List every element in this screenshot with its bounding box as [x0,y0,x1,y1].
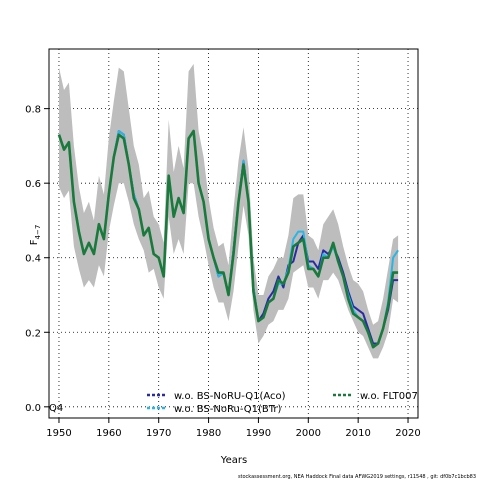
x-tick-label: 1980 [196,428,221,439]
legend-label-2: w.o. BS-NoRu-Q1(BTr) [174,404,282,415]
y-tick-label: 0.8 [25,105,41,116]
corner-label: Q4 [49,403,63,414]
y-tick-label: 0.6 [25,179,41,190]
x-tick-label: 2020 [395,428,420,439]
y-axis-label-main: F [29,239,40,245]
confidence-band [59,63,399,359]
y-axis-label-subscript: 4−7 [34,225,42,240]
legend-label-3: w.o. FLT007 [360,391,418,402]
series-lines [57,129,399,349]
x-tick-label: 1960 [96,428,121,439]
x-tick-label: 1990 [246,428,271,439]
y-axis-label: F4−7 [29,225,42,246]
plot-frame [48,48,419,419]
series-line-3 [57,129,399,349]
y-tick-label: 0.2 [25,328,41,339]
legend-label-1: w.o. BS-NoRU-Q1(Aco) [174,391,286,402]
x-tick-label: 2010 [345,428,370,439]
axis-ticks: 1950 1960 1970 1980 1990 2000 2010 2020 0.0 0.2 0.… [25,105,421,439]
y-tick-label: 0.0 [25,403,41,414]
x-axis-label: Years [220,455,247,466]
x-tick-label: 2000 [296,428,321,439]
legend: w.o. BS-NoRU-Q1(Aco) w.o. BS-NoRu-Q1(BTr)… [147,391,418,415]
x-tick-label: 1950 [46,428,71,439]
y-tick-label: 0.4 [25,254,41,265]
x-tick-label: 1970 [146,428,171,439]
confidence-band-area [59,63,399,359]
footer-note: stockassessment.org, NEA Haddock Final d… [238,474,476,480]
